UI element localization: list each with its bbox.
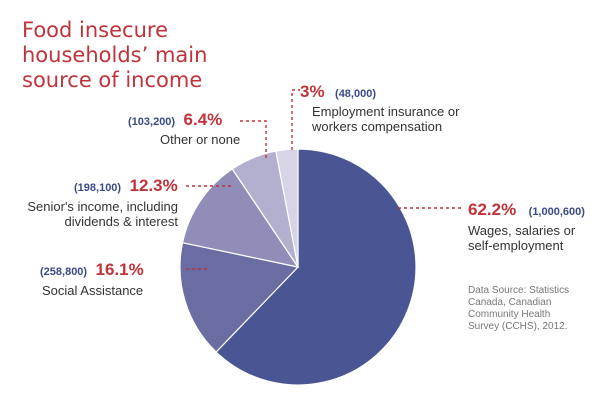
leader-line-other-or-none (240, 120, 267, 160)
slice-category: Other or none (128, 132, 240, 147)
slice-seniors-income (181, 168, 300, 268)
slice-count: (198,100) (74, 182, 122, 194)
slice-label-social-assistance: (258,800) 16.1% Social Assistance (40, 260, 144, 298)
data-source-note: Data Source: Statistics Canada, Canadian… (468, 285, 588, 333)
category-line: Other or none (160, 132, 241, 147)
slice-count: (1,000,600) (528, 206, 585, 218)
category-line: Social Assistance (42, 283, 144, 298)
slice-percent: 62.2% (468, 200, 517, 219)
slice-count: (258,800) (40, 266, 88, 278)
source-line: Survey (CCHS), 2012. (468, 321, 568, 332)
slice-wages (215, 148, 417, 386)
category-line: self-employment (468, 238, 564, 253)
slice-social-assistance (179, 241, 300, 353)
slice-count: (48,000) (335, 88, 377, 100)
category-line: Senior's income, including (27, 199, 178, 214)
slice-category: Wages, salaries or self-employment (468, 223, 585, 253)
source-line: Data Source: Statistics (468, 285, 570, 296)
slice-category: Employment insurance or workers compensa… (300, 104, 459, 134)
slice-label-seniors-income: (198,100) 12.3% Senior's income, includi… (18, 176, 178, 229)
slice-percent: 16.1% (95, 260, 144, 279)
title-line: source of income (22, 68, 203, 92)
category-line: Employment insurance or (312, 104, 460, 119)
slice-count: (103,200) (128, 116, 176, 128)
chart-title: Food insecure households’ main source of… (22, 18, 222, 93)
category-line: dividends & interest (64, 214, 178, 229)
leader-lines (186, 89, 462, 270)
pie-slices (179, 148, 417, 386)
slice-percent: 12.3% (129, 176, 178, 195)
slice-category: Senior's income, including dividends & i… (18, 199, 178, 229)
title-line: households’ main (22, 43, 208, 67)
slice-percent: 6.4% (183, 110, 223, 129)
source-line: Canada, Canadian (468, 297, 552, 308)
source-line: Community Health (468, 309, 551, 320)
slice-label-other-or-none: (103,200) 6.4% Other or none (128, 110, 240, 147)
slice-percent: 3% (300, 82, 325, 101)
title-line: Food insecure (22, 18, 168, 42)
slice-category: Social Assistance (42, 283, 144, 298)
slice-employment-insurance (275, 148, 299, 268)
category-line: workers compensation (312, 119, 443, 134)
category-line: Wages, salaries or (468, 223, 576, 238)
slice-label-employment-insurance: 3% (48,000) Employment insurance or work… (300, 82, 459, 134)
slice-label-wages: 62.2% (1,000,600) Wages, salaries or sel… (468, 200, 585, 253)
leader-line-employment-insurance (291, 89, 300, 150)
